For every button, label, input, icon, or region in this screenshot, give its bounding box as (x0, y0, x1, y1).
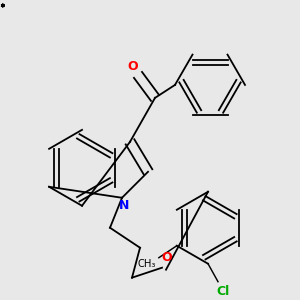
Text: O: O (162, 251, 172, 264)
Text: CH₃: CH₃ (138, 259, 156, 269)
Text: N: N (119, 199, 129, 212)
Text: Cl: Cl (216, 285, 230, 298)
Text: O: O (128, 60, 138, 74)
